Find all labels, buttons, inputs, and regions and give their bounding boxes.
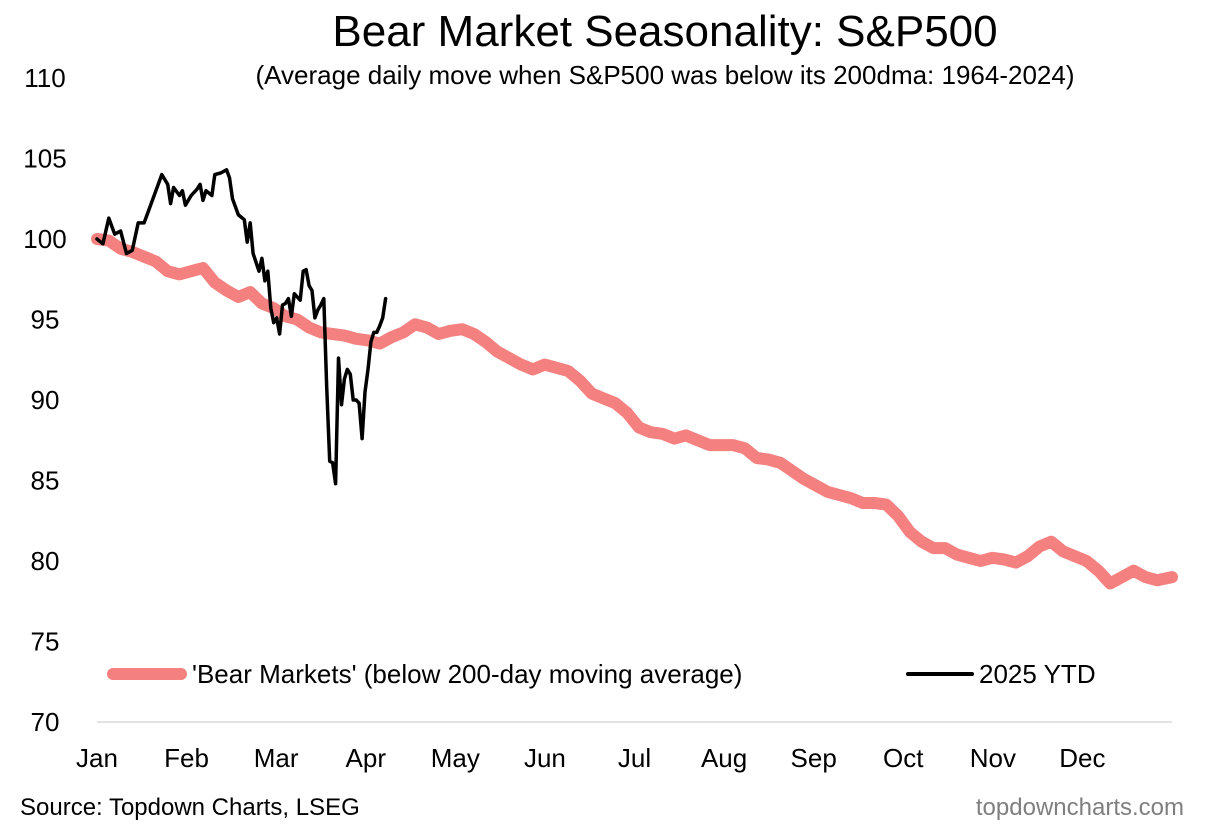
y-tick-label-100: 100 — [23, 224, 66, 254]
x-tick-label-apr: Apr — [346, 743, 387, 773]
x-tick-label-aug: Aug — [701, 743, 747, 773]
x-tick-label-sep: Sep — [791, 743, 837, 773]
y-tick-label-70: 70 — [31, 707, 60, 737]
y-tick-label-90: 90 — [31, 385, 60, 415]
y-tick-label-75: 75 — [31, 627, 60, 657]
brand-watermark: topdowncharts.com — [976, 794, 1184, 821]
x-tick-label-dec: Dec — [1059, 743, 1105, 773]
x-tick-label-may: May — [431, 743, 480, 773]
x-tick-label-jan: Jan — [76, 743, 118, 773]
x-axis-tick-labels: Jan Feb Mar Apr May Jun Jul Aug Sep Oct Nov Dec — [76, 743, 1106, 773]
y-tick-label-110: 110 — [24, 63, 65, 93]
x-tick-label-feb: Feb — [164, 743, 209, 773]
y-tick-label-95: 95 — [31, 305, 60, 335]
y-axis-tick-labels: 70 75 80 85 90 95 100 105 110 — [23, 63, 66, 737]
x-tick-label-oct: Oct — [883, 743, 924, 773]
series-line-bear-markets-below-200-day-moving-average — [91, 233, 1178, 590]
series-layer — [91, 168, 1178, 590]
y-tick-label-85: 85 — [31, 466, 60, 496]
legend-label-2025-ytd: 2025 YTD — [979, 659, 1096, 689]
source-note: Source: Topdown Charts, LSEG — [20, 794, 360, 821]
legend-label-bear-markets: 'Bear Markets' (below 200-day moving ave… — [192, 659, 742, 689]
chart-subtitle: (Average daily move when S&P500 was belo… — [256, 60, 1075, 90]
x-tick-label-jun: Jun — [524, 743, 566, 773]
x-tick-label-mar: Mar — [254, 743, 299, 773]
y-tick-label-80: 80 — [31, 546, 60, 576]
y-tick-label-105: 105 — [23, 144, 66, 174]
chart-title: Bear Market Seasonality: S&P500 — [332, 7, 997, 56]
series-line-2025-ytd — [95, 168, 388, 486]
x-tick-label-jul: Jul — [618, 743, 651, 773]
legend: 'Bear Markets' (below 200-day moving ave… — [107, 659, 1096, 689]
x-tick-label-nov: Nov — [970, 743, 1016, 773]
